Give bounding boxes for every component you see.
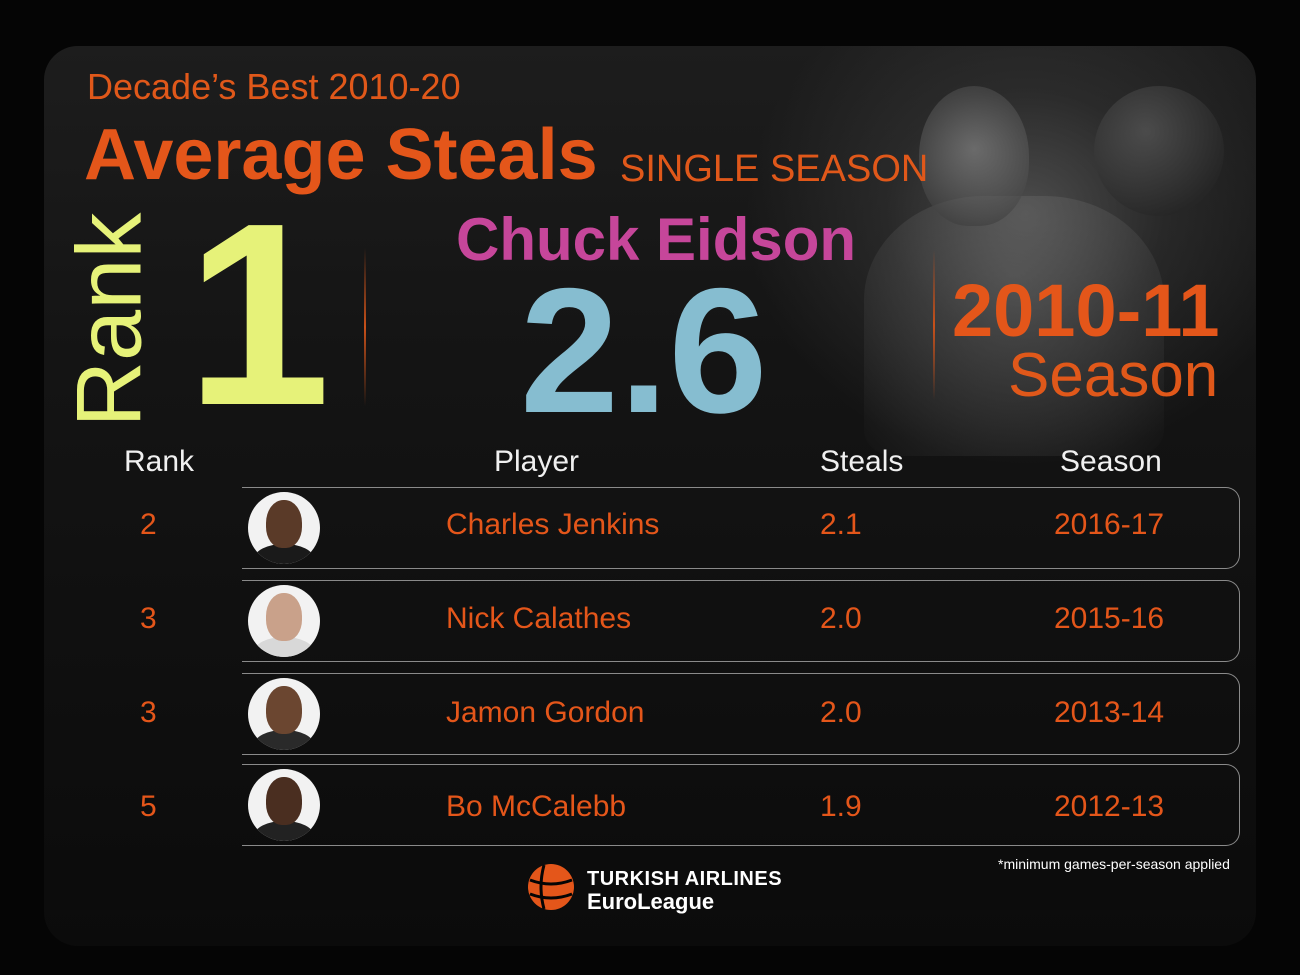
row-steals: 2.1 <box>820 508 862 541</box>
row-rank: 3 <box>140 696 157 729</box>
row-player: Charles Jenkins <box>446 508 660 541</box>
player-avatar <box>248 678 320 750</box>
avatar-face <box>266 777 302 825</box>
avatar-face <box>266 593 302 641</box>
column-header-season: Season <box>1060 445 1162 478</box>
row-season: 2015-16 <box>1054 602 1165 635</box>
row-rank: 2 <box>140 508 157 541</box>
avatar-face <box>266 500 302 548</box>
avatar-shoulders <box>254 730 314 750</box>
logo-text-sponsor: TURKISH AIRLINES <box>587 868 783 890</box>
divider-left <box>364 248 366 406</box>
player-avatar <box>248 769 320 841</box>
hero-player-torso <box>864 196 1164 456</box>
divider-right <box>933 250 935 400</box>
row-rank: 3 <box>140 602 157 635</box>
column-header-rank: Rank <box>124 445 195 478</box>
subtitle: Decade’s Best 2010-20 <box>87 66 461 107</box>
table-row <box>242 487 1240 569</box>
footnote: *minimum games-per-season applied <box>998 856 1230 872</box>
table-row <box>242 673 1240 755</box>
hero-player-photo <box>744 46 1256 466</box>
player-avatar <box>248 492 320 564</box>
row-season: 2013-14 <box>1054 696 1165 729</box>
leader-season-value: 2010-11 <box>952 269 1220 352</box>
avatar-shoulders <box>254 637 314 657</box>
row-player: Nick Calathes <box>446 602 632 635</box>
leader-rank-number: 1 <box>186 170 331 460</box>
hero-player-head <box>919 86 1029 226</box>
row-player: Bo McCalebb <box>446 790 627 823</box>
row-season: 2012-13 <box>1054 790 1165 823</box>
table-row <box>242 764 1240 846</box>
page-title: Average Steals <box>84 115 598 195</box>
row-steals: 1.9 <box>820 790 862 823</box>
row-steals: 2.0 <box>820 602 862 635</box>
avatar-face <box>266 686 302 734</box>
player-avatar <box>248 585 320 657</box>
column-header-steals: Steals <box>820 445 904 478</box>
row-player: Jamon Gordon <box>446 696 645 729</box>
avatar-shoulders <box>254 821 314 841</box>
avatar-shoulders <box>254 544 314 564</box>
leader-stat-value: 2.6 <box>520 251 768 450</box>
row-season: 2016-17 <box>1054 508 1165 541</box>
leader-player-name: Chuck Eidson <box>456 206 857 273</box>
title-tag: SINGLE SEASON <box>620 148 929 190</box>
table-row <box>242 580 1240 662</box>
logo-text-league: EuroLeague <box>587 889 715 914</box>
euroleague-logo-icon <box>528 864 574 910</box>
graphic-card <box>44 46 1256 946</box>
basketball <box>1094 86 1224 216</box>
leader-season-label: Season <box>1008 341 1219 410</box>
column-header-player: Player <box>494 445 580 478</box>
row-steals: 2.0 <box>820 696 862 729</box>
leader-rank-label: Rank <box>58 212 161 428</box>
row-rank: 5 <box>140 790 157 823</box>
